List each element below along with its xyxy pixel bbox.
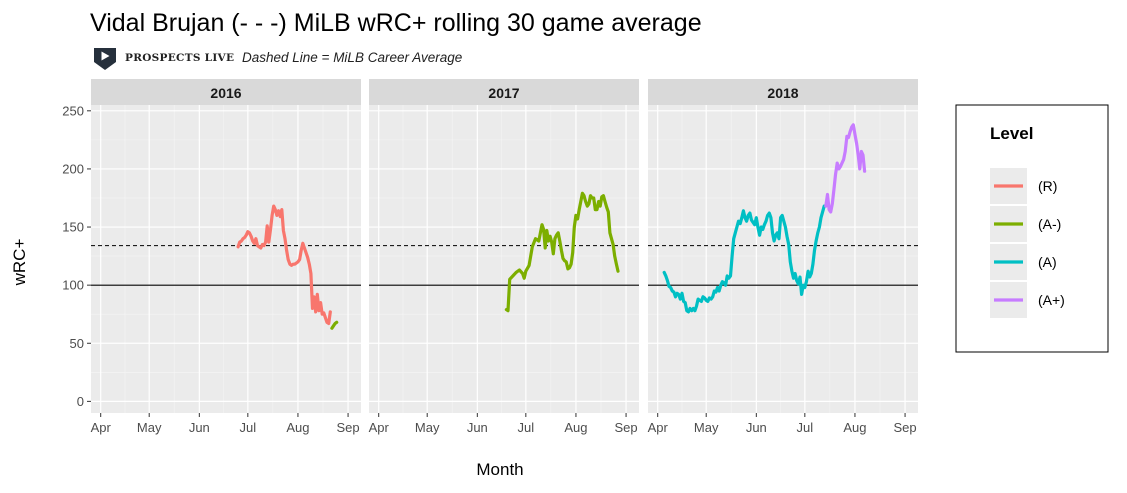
facet-strip xyxy=(648,79,918,105)
x-axis-title: Month xyxy=(476,460,523,479)
panel-background xyxy=(648,105,918,413)
x-tick-label: May xyxy=(415,420,440,435)
series-line-2018-A+ xyxy=(824,123,867,214)
legend-label: (R) xyxy=(1038,178,1057,194)
x-tick-label: Sep xyxy=(614,420,637,435)
x-tick-label: Sep xyxy=(893,420,916,435)
x-tick-label: May xyxy=(137,420,162,435)
logo-text: PROSPECTS LIVE xyxy=(125,52,234,64)
facet-strip-label: 2018 xyxy=(767,85,798,101)
x-tick-label: Jul xyxy=(240,420,257,435)
x-tick-label: Sep xyxy=(336,420,359,435)
panel-background xyxy=(91,105,361,413)
legend-entry: (A-) xyxy=(990,206,1061,242)
y-tick-label: 0 xyxy=(77,394,84,409)
facet-panel-2016: 2016 Apr May Jun Jul Aug Sep 0 50 100 150 200 250 xyxy=(62,79,361,435)
y-tick-label: 50 xyxy=(70,336,84,351)
x-tick-label: Jun xyxy=(746,420,767,435)
x-tick-label: Jul xyxy=(518,420,535,435)
play-triangle xyxy=(101,51,110,61)
legend-label: (A) xyxy=(1038,254,1057,270)
legend-label: (A-) xyxy=(1038,216,1061,232)
legend-label: (A+) xyxy=(1038,292,1065,308)
y-tick-label: 100 xyxy=(62,278,84,293)
y-tick-label: 250 xyxy=(62,103,84,118)
series-line-2018-A xyxy=(662,204,826,314)
panel-background xyxy=(369,105,639,413)
x-tick-label: Jul xyxy=(797,420,814,435)
y-tick-label: 150 xyxy=(62,220,84,235)
facet-strip xyxy=(91,79,361,105)
legend-entries: (R) (A-) (A) (A+) xyxy=(990,168,1065,318)
x-tick-label: May xyxy=(694,420,719,435)
series-line-2016-A- xyxy=(330,320,339,330)
facet-strip xyxy=(369,79,639,105)
x-tick-label: Apr xyxy=(91,420,112,435)
facet-strip-label: 2016 xyxy=(210,85,241,101)
chart-subtitle: Dashed Line = MiLB Career Average xyxy=(242,50,462,65)
legend-title: Level xyxy=(990,124,1033,143)
x-tick-label: Aug xyxy=(564,420,587,435)
legend-box xyxy=(955,104,1109,353)
y-axis-title: wRC+ xyxy=(10,239,29,287)
x-tick-label: Jun xyxy=(467,420,488,435)
x-tick-label: Aug xyxy=(843,420,866,435)
x-tick-label: Apr xyxy=(369,420,390,435)
chart-title: Vidal Brujan (- - -) MiLB wRC+ rolling 3… xyxy=(90,9,702,37)
legend-entry: (A) xyxy=(990,244,1057,280)
facet-panel-2017: 2017 Apr May Jun Jul Aug Sep xyxy=(369,79,639,435)
series-line-2016-R xyxy=(236,204,332,326)
x-tick-label: Jun xyxy=(189,420,210,435)
legend-entry: (R) xyxy=(990,168,1057,204)
x-tick-label: Aug xyxy=(286,420,309,435)
facet-strip-label: 2017 xyxy=(488,85,519,101)
legend-entry: (A+) xyxy=(990,282,1065,318)
facet-panel-2018: 2018 Apr May Jun Jul Aug Sep xyxy=(648,79,918,435)
legend: Level (R) (A-) (A) (A+) xyxy=(955,104,1109,353)
play-shield-icon xyxy=(94,48,116,70)
y-tick-label: 200 xyxy=(62,161,84,176)
prospects-live-logo: PROSPECTS LIVE xyxy=(94,48,234,70)
series-line-2017-A- xyxy=(504,191,620,313)
x-tick-label: Apr xyxy=(648,420,669,435)
